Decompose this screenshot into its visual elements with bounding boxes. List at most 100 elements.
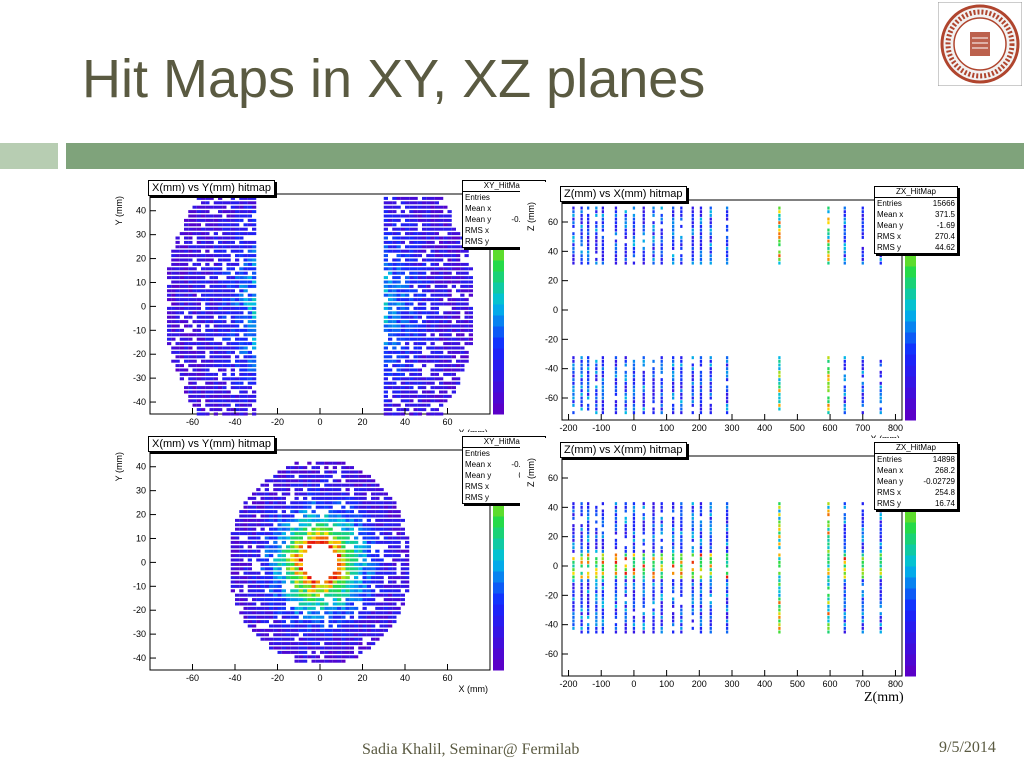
heatmap-cell — [642, 568, 645, 572]
heatmap-cell — [281, 598, 286, 602]
heatmap-cell — [660, 582, 663, 586]
heatmap-cell — [256, 576, 261, 580]
heatmap-cell — [201, 267, 206, 271]
heatmap-cell — [624, 261, 627, 265]
heatmap-cell — [239, 611, 244, 615]
heatmap-cell — [235, 258, 240, 262]
heatmap-cell — [443, 276, 448, 280]
heatmap-cell — [243, 527, 248, 531]
heatmap-cell — [778, 531, 781, 535]
stats-label: RMS y — [465, 237, 489, 246]
heatmap-cell — [171, 262, 176, 266]
heatmap-cell — [175, 368, 180, 372]
heatmap-cell — [332, 659, 337, 663]
heatmap-cell — [328, 505, 333, 509]
heatmap-cell — [443, 394, 448, 398]
heatmap-cell — [277, 637, 282, 641]
heatmap-cell — [409, 232, 414, 236]
stats-label: Entries — [877, 455, 902, 464]
heatmap-cell — [624, 400, 627, 404]
heatmap-cell — [580, 513, 583, 517]
stats-value: -1.69 — [936, 221, 955, 230]
heatmap-cell — [660, 516, 663, 520]
heatmap-cell — [171, 298, 176, 302]
heatmap-cell — [290, 606, 295, 610]
heatmap-cell — [303, 659, 308, 663]
heatmap-cell — [405, 254, 410, 258]
heatmap-cell — [400, 293, 405, 297]
heatmap-cell — [379, 518, 384, 522]
heatmap-cell — [324, 479, 329, 483]
heatmap-cell — [680, 619, 683, 623]
heatmap-cell — [167, 315, 172, 319]
heatmap-cell — [179, 249, 184, 253]
heatmap-cell — [201, 258, 206, 262]
heatmap-cell — [396, 236, 401, 240]
heatmap-cell — [247, 333, 252, 337]
heatmap-cell — [243, 403, 248, 407]
heatmap-cell — [417, 201, 422, 205]
heatmap-cell — [778, 542, 781, 546]
heatmap-cell — [392, 536, 397, 540]
heatmap-cell — [264, 637, 269, 641]
heatmap-cell — [388, 580, 393, 584]
stats-row: Mean x 268.2 — [875, 465, 957, 476]
heatmap-cell — [388, 381, 393, 385]
heatmap-cell — [383, 293, 388, 297]
heatmap-cell — [230, 584, 235, 588]
heatmap-cell — [383, 408, 388, 412]
heatmap-cell — [434, 302, 439, 306]
heatmap-cell — [358, 562, 363, 566]
heatmap-cell — [400, 408, 405, 412]
heatmap-cell — [422, 408, 427, 412]
heatmap-cell — [332, 479, 337, 483]
heatmap-cell — [388, 293, 393, 297]
heatmap-cell — [624, 579, 627, 583]
heatmap-cell — [451, 311, 456, 315]
heatmap-cell — [843, 239, 846, 243]
heatmap-cell — [468, 315, 473, 319]
heatmap-cell — [413, 342, 418, 346]
heatmap-cell — [879, 396, 882, 400]
heatmap-cell — [778, 553, 781, 557]
heatmap-cell — [422, 232, 427, 236]
stats-label: RMS x — [465, 482, 489, 491]
heatmap-cell — [205, 394, 210, 398]
heatmap-cell — [247, 606, 252, 610]
heatmap-cell — [843, 601, 846, 605]
y-tick-label: 20 — [136, 510, 146, 520]
heatmap-cell — [201, 320, 206, 324]
heatmap-cell — [624, 564, 627, 568]
heatmap-cell — [341, 510, 346, 514]
heatmap-cell — [464, 328, 469, 332]
heatmap-cell — [691, 582, 694, 586]
heatmap-cell — [252, 284, 257, 288]
heatmap-cell — [332, 615, 337, 619]
heatmap-cell — [260, 562, 265, 566]
heatmap-cell — [226, 390, 231, 394]
heatmap-cell — [434, 218, 439, 222]
heatmap-cell — [218, 403, 223, 407]
heatmap-cell — [572, 593, 575, 597]
heatmap-cell — [443, 249, 448, 253]
heatmap-cell — [861, 626, 864, 630]
heatmap-cell — [179, 258, 184, 262]
heatmap-cell — [660, 557, 663, 561]
heatmap-cell — [434, 315, 439, 319]
heatmap-cell — [652, 232, 655, 236]
heatmap-cell — [239, 584, 244, 588]
heatmap-cell — [362, 593, 367, 597]
heatmap-cell — [652, 502, 655, 506]
heatmap-cell — [184, 276, 189, 280]
heatmap-cell — [294, 659, 299, 663]
heatmap-cell — [580, 210, 583, 214]
heatmap-cell — [632, 527, 636, 531]
heatmap-cell — [269, 532, 274, 536]
heatmap-cell — [843, 538, 846, 542]
heatmap-cell — [430, 337, 435, 341]
heatmap-cell — [375, 549, 380, 553]
heatmap-cell — [226, 236, 231, 240]
heatmap-cell — [349, 510, 354, 514]
heatmap-cell — [422, 302, 427, 306]
y-tick-label: 20 — [548, 532, 558, 542]
